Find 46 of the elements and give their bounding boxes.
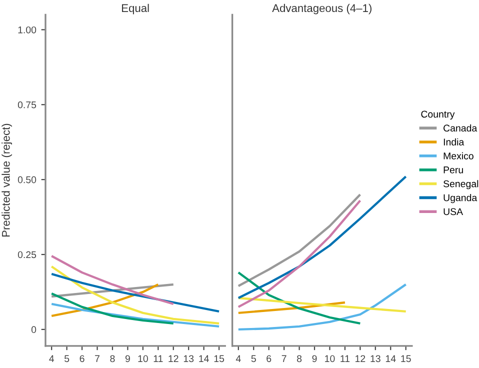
x-tick-label: 5 xyxy=(64,355,70,362)
legend-title: Country xyxy=(421,110,455,120)
y-axis-title: Predicted value (reject) xyxy=(2,124,12,237)
legend-label: Mexico xyxy=(444,152,474,160)
x-tick-label: 6 xyxy=(266,355,272,362)
x-tick-label: 12 xyxy=(168,355,178,362)
legend-label: Peru xyxy=(444,166,463,174)
x-tick-label: 9 xyxy=(125,355,130,362)
y-tick-label: 0.50 xyxy=(18,176,36,184)
line-series xyxy=(50,283,160,318)
legend-label: Canada xyxy=(444,124,478,132)
x-tick-label: 14 xyxy=(386,355,396,362)
x-tick-label: 7 xyxy=(95,355,100,362)
x-tick-label: 14 xyxy=(199,355,209,362)
line-series xyxy=(50,292,174,325)
x-tick-label: 15 xyxy=(401,355,411,362)
x-tick-label: 6 xyxy=(80,355,84,362)
legend-label: Uganda xyxy=(444,194,478,204)
x-tick-label: 12 xyxy=(356,355,366,362)
y-tick-label: 0.75 xyxy=(18,101,36,108)
chart-title: Equal xyxy=(122,4,149,14)
x-tick-label: 13 xyxy=(370,355,380,362)
y-tick-label: 0.25 xyxy=(18,251,36,258)
y-tick-label: 1.00 xyxy=(18,26,36,34)
x-tick-label: 4 xyxy=(49,355,54,362)
x-tick-label: 15 xyxy=(214,355,224,362)
legend-label: Senegal xyxy=(443,180,478,190)
line-series xyxy=(50,254,174,306)
x-tick-label: 7 xyxy=(282,355,286,362)
y-tick-label: 0 xyxy=(31,326,36,334)
x-tick-label: 11 xyxy=(340,355,350,362)
x-tick-label: 11 xyxy=(154,355,163,362)
x-tick-label: 9 xyxy=(312,355,317,362)
legend-label: India xyxy=(444,138,464,146)
legend-label: USA xyxy=(444,208,464,216)
x-tick-label: 4 xyxy=(236,355,241,362)
x-tick-label: 5 xyxy=(251,355,256,362)
line-series xyxy=(50,302,220,328)
line-series xyxy=(50,265,220,325)
x-tick-label: 8 xyxy=(297,355,302,362)
x-tick-label: 13 xyxy=(184,355,194,362)
line-series xyxy=(50,272,220,313)
chart-title: Advantageous (4–1) xyxy=(272,4,372,14)
x-tick-label: 10 xyxy=(138,355,148,362)
x-tick-label: 10 xyxy=(325,355,335,362)
x-tick-label: 8 xyxy=(110,355,115,362)
